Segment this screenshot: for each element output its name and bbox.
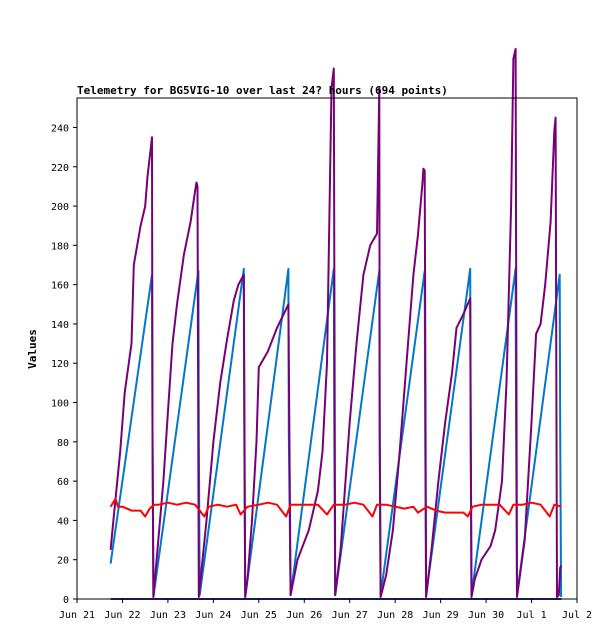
series-layer <box>109 47 563 600</box>
chart-title: Telemetry for BG5VIG-10 over last 24? ho… <box>77 84 448 97</box>
axes-layer: 0 20 40 60 80 100 120 140 160 180 200 220 240 Jun 21 J… <box>51 123 592 621</box>
y-tick-label: 200 <box>51 202 69 213</box>
x-tick-label: Jun 30 <box>468 610 504 621</box>
y-tick-label: 180 <box>51 241 69 252</box>
y-tick-label: 20 <box>57 556 69 567</box>
y-tick-label: 120 <box>51 359 69 370</box>
y-axis-label: Values <box>26 329 39 369</box>
y-tick-label: 220 <box>51 163 69 174</box>
x-tick-label: Jun 23 <box>150 610 186 621</box>
x-tick-label: Jul 1 <box>516 610 546 621</box>
x-tick-label: Jul 2 <box>562 610 592 621</box>
y-tick-label: 240 <box>51 123 69 134</box>
series-line-2 <box>109 47 563 598</box>
x-tick-label: Jun 21 <box>59 610 95 621</box>
y-tick-label: 60 <box>57 477 69 488</box>
y-tick-label: 140 <box>51 320 69 331</box>
y-tick-label: 0 <box>63 595 69 606</box>
y-tick-label: 80 <box>57 438 69 449</box>
x-tick-label: Jun 25 <box>241 610 277 621</box>
y-tick-label: 100 <box>51 399 69 410</box>
x-tick-label: Jun 29 <box>423 610 459 621</box>
x-tick-label: Jun 28 <box>377 610 413 621</box>
y-tick-label: 160 <box>51 281 69 292</box>
y-tick-label: 40 <box>57 516 69 527</box>
x-tick-label: Jun 22 <box>104 610 140 621</box>
series-line-3 <box>109 497 562 518</box>
plot-frame <box>76 97 578 600</box>
x-tick-label: Jun 27 <box>332 610 368 621</box>
x-tick-label: Jun 24 <box>195 610 231 621</box>
x-tick-label: Jun 26 <box>286 610 322 621</box>
